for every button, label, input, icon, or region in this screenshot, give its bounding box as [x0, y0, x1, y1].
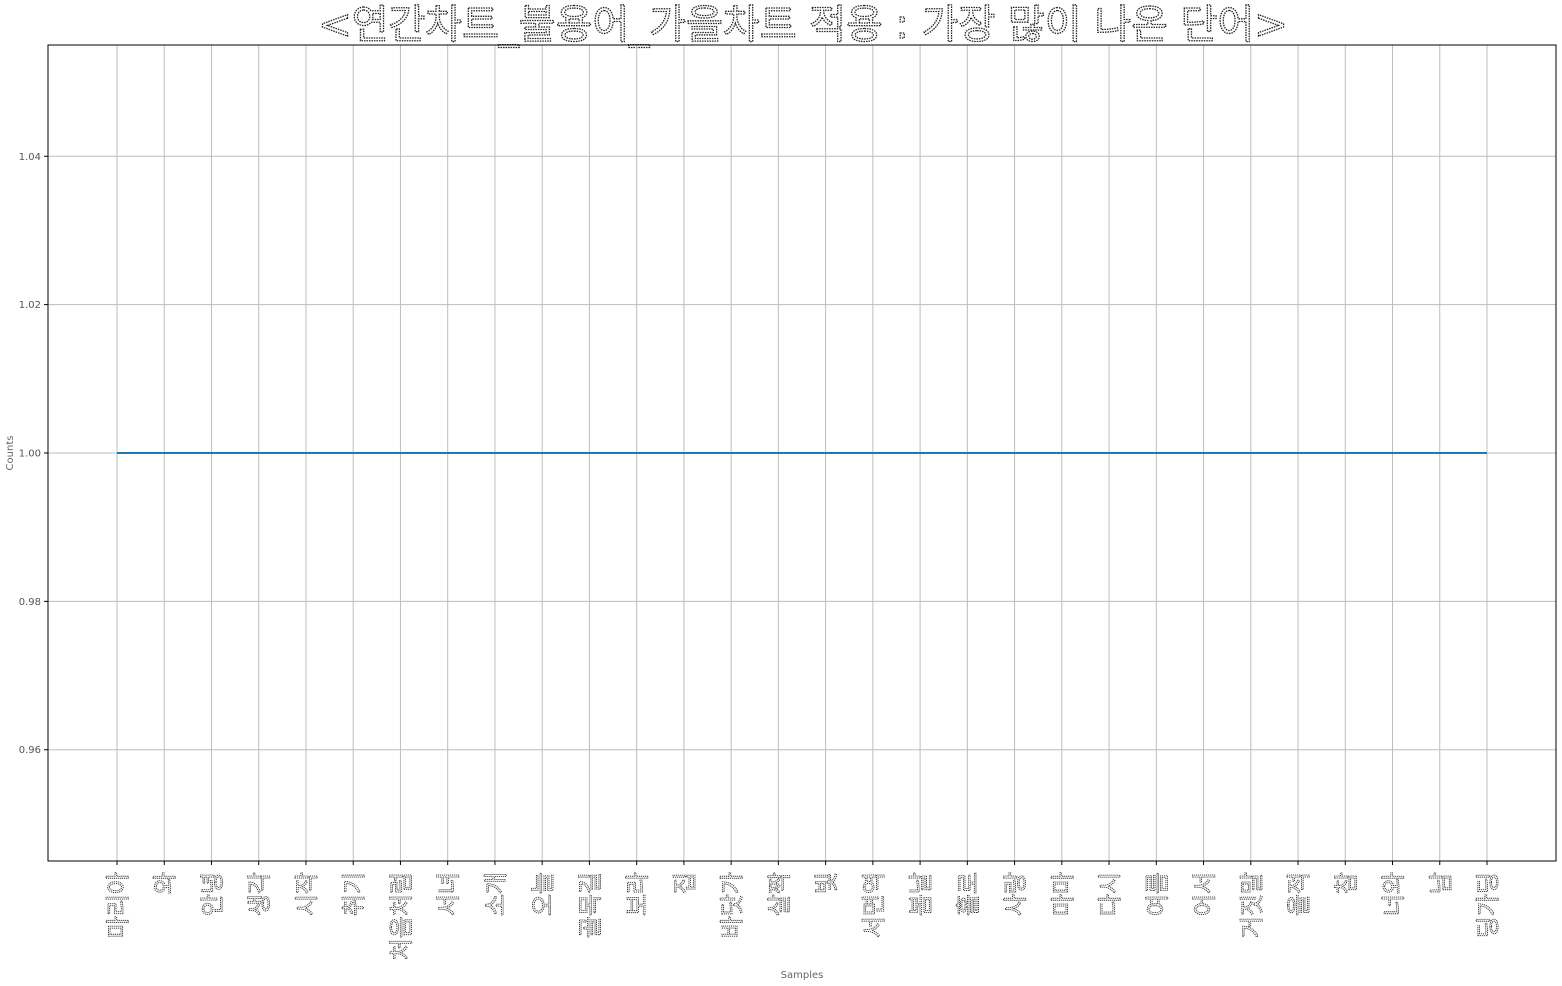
x-tick-label: 보라 — [624, 872, 652, 916]
y-tick-label: 1.02 — [19, 300, 41, 311]
chart-title: <연간차트_불용어_가을차트 적용 : 가장 많이 나온 단어> — [318, 2, 1288, 48]
x-tick-label: 서면역 — [860, 872, 888, 938]
x-tick-label: 여름 — [1143, 872, 1171, 916]
x-tick-label: 바닷가 — [718, 872, 746, 938]
x-tick-label: 딩가딩 — [1474, 872, 1502, 938]
x-axis-ticks: 마리아 와 안녕 생각 시작 취기 처음처럼 서녀 소개 오늘 골목길 보라 집 바닷가 살짝 빛 서면역 봄날 홀… — [104, 861, 1502, 961]
x-axis-label: Samples — [781, 970, 824, 981]
x-tick-label: 울적 — [1285, 872, 1313, 916]
x-tick-label: 와 — [151, 872, 179, 894]
y-tick-label: 1.04 — [19, 152, 41, 163]
y-tick-label: 0.98 — [19, 597, 41, 608]
x-tick-label: 시작 — [293, 872, 321, 916]
x-tick-label: 집 — [671, 872, 699, 894]
y-axis-label: Counts — [5, 436, 16, 471]
x-tick-label: 생각 — [246, 872, 274, 916]
x-tick-label: 빛 — [813, 872, 841, 894]
x-tick-label: 서녀 — [435, 872, 463, 916]
y-tick-label: 1.00 — [19, 449, 41, 460]
x-tick-label: 다시 — [1096, 872, 1124, 916]
x-tick-label: 취기 — [340, 872, 368, 916]
y-axis-ticks: 0.96 0.98 1.00 1.02 1.04 — [19, 152, 48, 756]
y-tick-label: 0.96 — [19, 745, 41, 756]
x-tick-label: 안녕 — [198, 872, 226, 916]
x-tick-label: 골목길 — [576, 872, 604, 938]
x-tick-label: 소개 — [482, 872, 510, 916]
x-tick-label: 처음처럼 — [387, 872, 415, 960]
x-tick-label: 홀로 — [954, 872, 982, 916]
x-tick-label: 마마 — [1049, 872, 1077, 916]
x-tick-label: 남 — [1427, 872, 1455, 894]
x-tick-label: 너와 — [1380, 872, 1408, 916]
x-tick-label: 살짝 — [765, 872, 793, 916]
x-tick-label: 어서 — [1191, 872, 1219, 916]
x-tick-label: 봄날 — [907, 872, 935, 916]
x-tick-label: 참 — [1332, 872, 1360, 894]
x-tick-label: 오늘 — [529, 872, 557, 916]
x-tick-label: 사랑 — [1002, 872, 1030, 916]
x-tick-label: 마리아 — [104, 872, 132, 938]
x-tick-label: 거짓말 — [1238, 872, 1266, 938]
